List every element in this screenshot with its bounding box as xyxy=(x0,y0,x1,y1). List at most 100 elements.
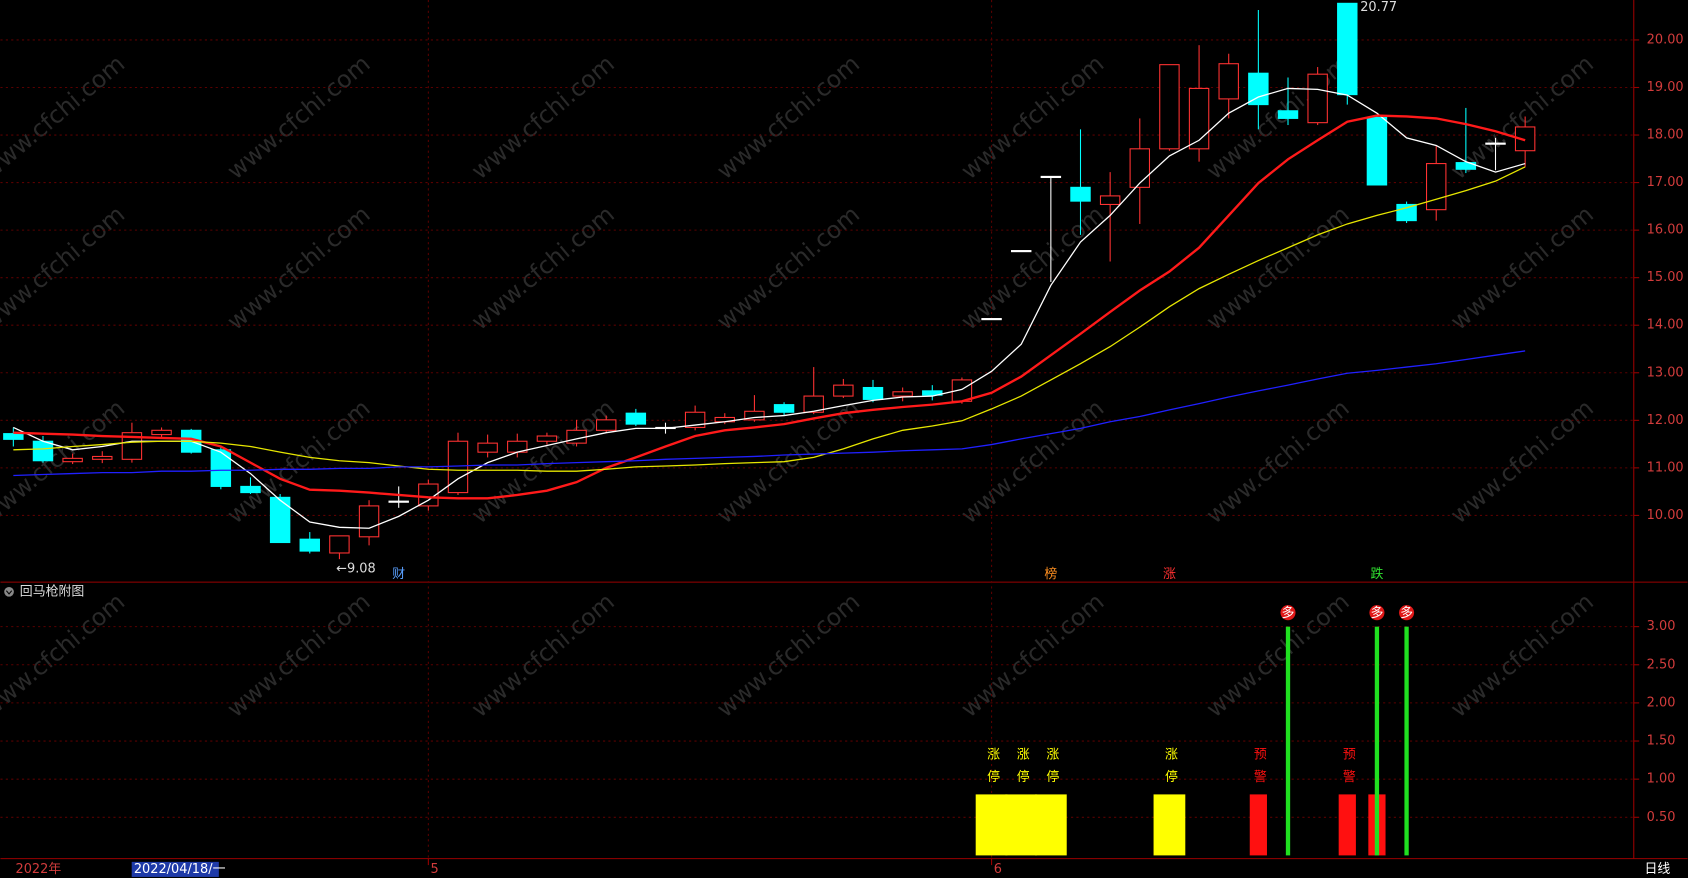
signal-marker xyxy=(1280,605,1296,621)
y-tick-label: 2.50 xyxy=(1647,657,1676,672)
candle-body xyxy=(1040,175,1062,179)
signal-marker xyxy=(1399,605,1415,621)
candle-body xyxy=(922,390,943,396)
candle-body xyxy=(92,455,113,460)
period-label[interactable]: 日线 xyxy=(1645,862,1671,877)
indicator-bar xyxy=(975,794,1008,856)
candle-body xyxy=(1218,63,1239,100)
candle-body xyxy=(1277,110,1299,119)
bar-label: 涨停 xyxy=(984,747,999,792)
ma-line xyxy=(13,114,1526,500)
y-tick-label: 15.00 xyxy=(1647,270,1684,285)
candle-body xyxy=(862,386,884,400)
candle-body xyxy=(1188,87,1210,150)
candle-body xyxy=(1396,203,1417,222)
panel-title: 回马枪附图 xyxy=(20,583,85,599)
candle-body xyxy=(1485,142,1506,145)
candle-body xyxy=(1159,64,1180,150)
candle-body xyxy=(1129,148,1151,188)
signal-text: 多 xyxy=(1400,606,1413,621)
low-label: ←9.08 xyxy=(336,561,376,576)
candle-body xyxy=(1010,250,1032,253)
candle-body xyxy=(240,485,261,494)
candle-body xyxy=(1425,163,1447,211)
y-tick-label: 16.00 xyxy=(1647,223,1684,238)
cursor-date: 2022/04/18/一 xyxy=(134,862,226,877)
candle-body xyxy=(773,404,795,413)
event-label: 涨 xyxy=(1163,567,1176,582)
indicator-bar xyxy=(1374,626,1380,856)
y-tick-label: 0.50 xyxy=(1647,810,1676,825)
candle-body xyxy=(1514,126,1536,152)
candle-body xyxy=(566,429,587,444)
high-label: 20.77 xyxy=(1360,0,1397,15)
month-label: 6 xyxy=(994,862,1002,877)
y-tick-label: 12.00 xyxy=(1647,413,1684,428)
candle-body xyxy=(447,440,469,494)
y-tick-label: 13.00 xyxy=(1647,365,1684,380)
y-tick-label: 17.00 xyxy=(1647,175,1684,190)
month-label: 5 xyxy=(431,862,439,877)
candle-body xyxy=(1366,116,1388,186)
ma-line xyxy=(13,350,1526,477)
bar-label: 涨停 xyxy=(1014,747,1029,792)
candle-body xyxy=(1337,2,1358,96)
candle-body xyxy=(625,412,647,425)
y-tick-label: 20.00 xyxy=(1647,32,1684,47)
panel-icon-arrow xyxy=(5,590,13,595)
y-tick-label: 1.50 xyxy=(1647,734,1676,749)
y-tick-label: 18.00 xyxy=(1647,128,1684,143)
event-label: 财 xyxy=(392,567,405,582)
cursor-date-bg xyxy=(131,861,219,877)
event-label: 榜 xyxy=(1044,566,1057,582)
candle-body xyxy=(388,500,409,503)
candle-body xyxy=(684,411,706,428)
candle-body xyxy=(1099,195,1121,205)
candle-body xyxy=(981,318,1002,321)
y-tick-label: 2.00 xyxy=(1647,695,1676,710)
panel-icon[interactable] xyxy=(4,586,14,597)
indicator-bar xyxy=(1285,626,1291,856)
candle-body xyxy=(477,442,498,453)
y-tick-label: 1.00 xyxy=(1647,772,1676,787)
candle-body xyxy=(151,429,172,436)
candle-body xyxy=(1248,72,1269,106)
candle-body xyxy=(299,538,320,552)
candle-body xyxy=(358,505,380,538)
candle-body xyxy=(892,391,913,397)
bar-label: 预警 xyxy=(1340,747,1355,792)
candle-body xyxy=(62,457,83,463)
indicator-bar xyxy=(1249,794,1267,856)
bar-label: 预警 xyxy=(1251,747,1266,792)
indicator-bar xyxy=(1005,794,1038,856)
y-tick-label: 3.00 xyxy=(1647,619,1676,634)
indicator-bar xyxy=(1338,794,1356,856)
candle-body xyxy=(32,440,54,462)
candle-body xyxy=(1455,162,1477,170)
candle-body xyxy=(744,410,765,421)
signal-text: 多 xyxy=(1370,606,1383,621)
indicator-bar xyxy=(1404,626,1409,856)
bar-label: 涨停 xyxy=(1162,747,1177,792)
bar-label: 涨停 xyxy=(1043,747,1058,792)
ma-line xyxy=(13,87,1526,529)
candle-body xyxy=(803,395,824,413)
candle-body xyxy=(536,435,558,442)
ma-line xyxy=(13,166,1526,472)
y-tick-label: 11.00 xyxy=(1647,460,1684,475)
candle-body xyxy=(1070,186,1091,202)
indicator-bar xyxy=(1153,794,1186,856)
indicator-bar xyxy=(1034,794,1067,856)
candle-body xyxy=(269,496,291,544)
year-label: 2022年 xyxy=(15,862,61,877)
signal-text: 多 xyxy=(1282,606,1295,621)
event-label: 跌 xyxy=(1370,566,1383,582)
candle-body xyxy=(329,535,350,554)
y-tick-label: 19.00 xyxy=(1647,80,1684,95)
candle-body xyxy=(3,433,24,440)
candle-body xyxy=(210,449,232,487)
candle-body xyxy=(121,432,143,460)
y-tick-label: 10.00 xyxy=(1647,508,1684,523)
